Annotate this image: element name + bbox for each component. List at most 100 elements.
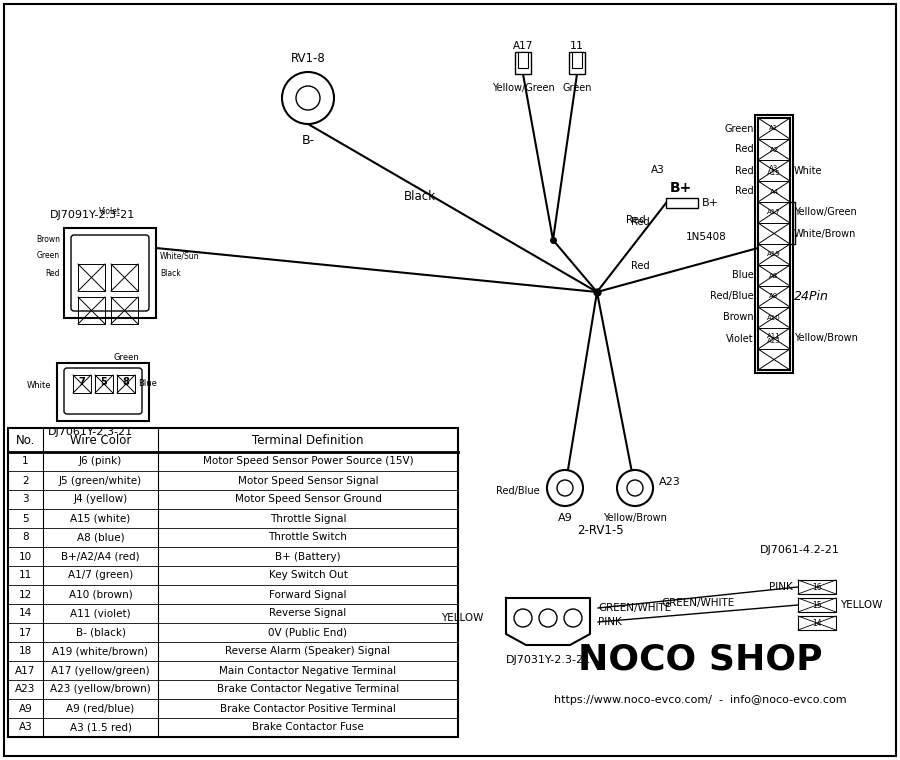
Text: Red: Red xyxy=(735,144,754,154)
Bar xyxy=(758,118,790,370)
Text: 17: 17 xyxy=(19,628,32,638)
Circle shape xyxy=(627,480,643,496)
Text: 14: 14 xyxy=(812,619,822,628)
Text: PINK: PINK xyxy=(770,582,793,592)
Text: Red: Red xyxy=(735,186,754,197)
Circle shape xyxy=(557,480,573,496)
FancyBboxPatch shape xyxy=(64,368,142,414)
Circle shape xyxy=(564,609,582,627)
Text: A23: A23 xyxy=(15,685,36,695)
Text: Red: Red xyxy=(626,215,646,225)
Text: Brake Contactor Negative Terminal: Brake Contactor Negative Terminal xyxy=(217,685,399,695)
Text: 1N5408: 1N5408 xyxy=(686,232,727,242)
Text: No.: No. xyxy=(16,433,35,447)
Text: Green: Green xyxy=(37,252,60,261)
Text: Reverse Signal: Reverse Signal xyxy=(269,609,346,619)
Text: A23 (yellow/brown): A23 (yellow/brown) xyxy=(50,685,151,695)
Text: 12: 12 xyxy=(19,590,32,600)
Polygon shape xyxy=(506,598,590,645)
Bar xyxy=(64,228,156,318)
Text: YELLOW: YELLOW xyxy=(840,600,882,610)
Text: 5: 5 xyxy=(101,377,107,387)
Text: Terminal Definition: Terminal Definition xyxy=(252,433,364,447)
Text: A2: A2 xyxy=(770,147,778,153)
Bar xyxy=(111,297,138,324)
Bar xyxy=(8,428,458,737)
Text: A17: A17 xyxy=(15,666,36,676)
Text: White: White xyxy=(26,381,51,389)
Bar xyxy=(798,580,836,594)
Text: White/Brown: White/Brown xyxy=(794,229,857,239)
Text: A1: A1 xyxy=(770,125,778,131)
Text: A9 (red/blue): A9 (red/blue) xyxy=(67,704,135,714)
Text: Yellow/Brown: Yellow/Brown xyxy=(603,513,667,523)
Bar xyxy=(117,375,135,393)
Text: 15: 15 xyxy=(812,600,822,610)
Text: Red/Blue: Red/Blue xyxy=(497,486,540,496)
Text: Blue: Blue xyxy=(733,271,754,280)
Bar xyxy=(515,52,531,74)
Text: B+/A2/A4 (red): B+/A2/A4 (red) xyxy=(61,552,140,562)
Circle shape xyxy=(282,72,334,124)
Text: A9: A9 xyxy=(558,513,572,523)
Text: A3
A15: A3 A15 xyxy=(767,165,781,176)
Text: Red: Red xyxy=(735,166,754,176)
Bar xyxy=(73,375,91,393)
Text: Forward Signal: Forward Signal xyxy=(269,590,346,600)
Bar xyxy=(666,198,698,208)
Text: DJ7061-4.2-21: DJ7061-4.2-21 xyxy=(760,545,840,555)
Text: Green: Green xyxy=(562,83,592,93)
Text: Black: Black xyxy=(404,189,436,202)
Text: A10 (brown): A10 (brown) xyxy=(68,590,132,600)
Text: A9: A9 xyxy=(770,293,778,299)
Bar xyxy=(78,264,105,291)
Text: Reverse Alarm (Speaker) Signal: Reverse Alarm (Speaker) Signal xyxy=(225,647,391,657)
Text: Red: Red xyxy=(46,268,60,277)
Text: 5: 5 xyxy=(22,514,29,524)
Text: https://www.noco-evco.com/  -  info@noco-evco.com: https://www.noco-evco.com/ - info@noco-e… xyxy=(554,695,846,705)
Text: J5 (green/white): J5 (green/white) xyxy=(58,476,142,486)
Text: A17: A17 xyxy=(767,210,781,216)
Circle shape xyxy=(296,86,320,110)
Text: Wire Color: Wire Color xyxy=(70,433,131,447)
Text: A8: A8 xyxy=(770,273,778,278)
Bar xyxy=(572,52,582,68)
Text: Violet: Violet xyxy=(99,207,121,217)
Text: A17 (yellow/green): A17 (yellow/green) xyxy=(51,666,149,676)
Bar xyxy=(798,616,836,630)
Text: Brake Contactor Positive Terminal: Brake Contactor Positive Terminal xyxy=(220,704,396,714)
Circle shape xyxy=(547,470,583,506)
Text: 16: 16 xyxy=(812,582,822,591)
Text: 1: 1 xyxy=(22,457,29,467)
Text: A19: A19 xyxy=(767,252,781,258)
Text: A1/7 (green): A1/7 (green) xyxy=(68,571,133,581)
Text: A17: A17 xyxy=(513,41,533,51)
Text: PINK: PINK xyxy=(598,617,622,627)
Text: DJ7091Y-2.3-21: DJ7091Y-2.3-21 xyxy=(50,210,135,220)
Text: 24Pin: 24Pin xyxy=(794,290,829,303)
Text: Black: Black xyxy=(160,268,181,277)
Circle shape xyxy=(617,470,653,506)
Text: 14: 14 xyxy=(19,609,32,619)
Text: 8: 8 xyxy=(122,377,130,387)
Circle shape xyxy=(514,609,532,627)
Text: NOCO SHOP: NOCO SHOP xyxy=(578,643,823,677)
Text: 11: 11 xyxy=(570,41,584,51)
Bar xyxy=(111,264,138,291)
Bar xyxy=(95,375,113,393)
Text: 8: 8 xyxy=(22,533,29,543)
Text: YELLOW: YELLOW xyxy=(441,613,483,623)
Text: A10: A10 xyxy=(767,315,781,321)
Text: A19 (white/brown): A19 (white/brown) xyxy=(52,647,148,657)
Text: White/Sun: White/Sun xyxy=(160,252,200,261)
Text: DJ7061Y-2.3-21: DJ7061Y-2.3-21 xyxy=(48,427,133,437)
Text: Yellow/Green: Yellow/Green xyxy=(491,83,554,93)
Text: Green: Green xyxy=(113,353,139,362)
Text: A11 (violet): A11 (violet) xyxy=(70,609,130,619)
Circle shape xyxy=(539,609,557,627)
Text: GREEN/WHITE: GREEN/WHITE xyxy=(662,598,734,608)
Text: J4 (yellow): J4 (yellow) xyxy=(74,495,128,505)
Text: A8 (blue): A8 (blue) xyxy=(76,533,124,543)
Text: Brown: Brown xyxy=(36,236,60,245)
Text: B- (black): B- (black) xyxy=(76,628,125,638)
